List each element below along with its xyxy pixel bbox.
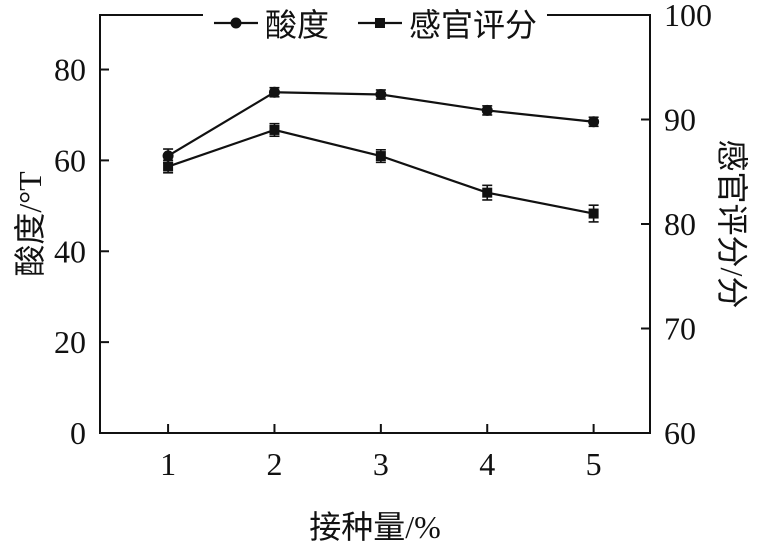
svg-text:60: 60 [54,142,86,178]
circle-marker-icon [213,17,258,29]
svg-text:3: 3 [373,446,389,482]
right-axis-title: 感官评分/分 [714,139,750,309]
svg-text:100: 100 [664,0,712,33]
svg-text:5: 5 [586,446,602,482]
svg-text:1: 1 [160,446,176,482]
svg-text:2: 2 [266,446,282,482]
svg-text:80: 80 [54,52,86,88]
svg-text:4: 4 [479,446,495,482]
chart-legend: 酸度 感官评分 [202,0,548,46]
legend-label-sensory-score: 感官评分 [409,7,538,43]
legend-item-sensory-score: 感官评分 [357,0,537,46]
svg-text:0: 0 [70,415,86,451]
svg-text:40: 40 [54,233,86,269]
legend-item-acidity: 酸度 [213,0,329,46]
left-axis-title: 酸度/°T [12,171,48,277]
square-marker-icon [358,18,402,28]
svg-text:90: 90 [664,102,696,138]
svg-text:70: 70 [664,311,696,347]
svg-text:60: 60 [664,415,696,451]
legend-label-acidity: 酸度 [264,7,329,43]
svg-text:80: 80 [664,206,696,242]
x-axis-title: 接种量/% [309,509,441,545]
svg-text:20: 20 [54,324,86,360]
